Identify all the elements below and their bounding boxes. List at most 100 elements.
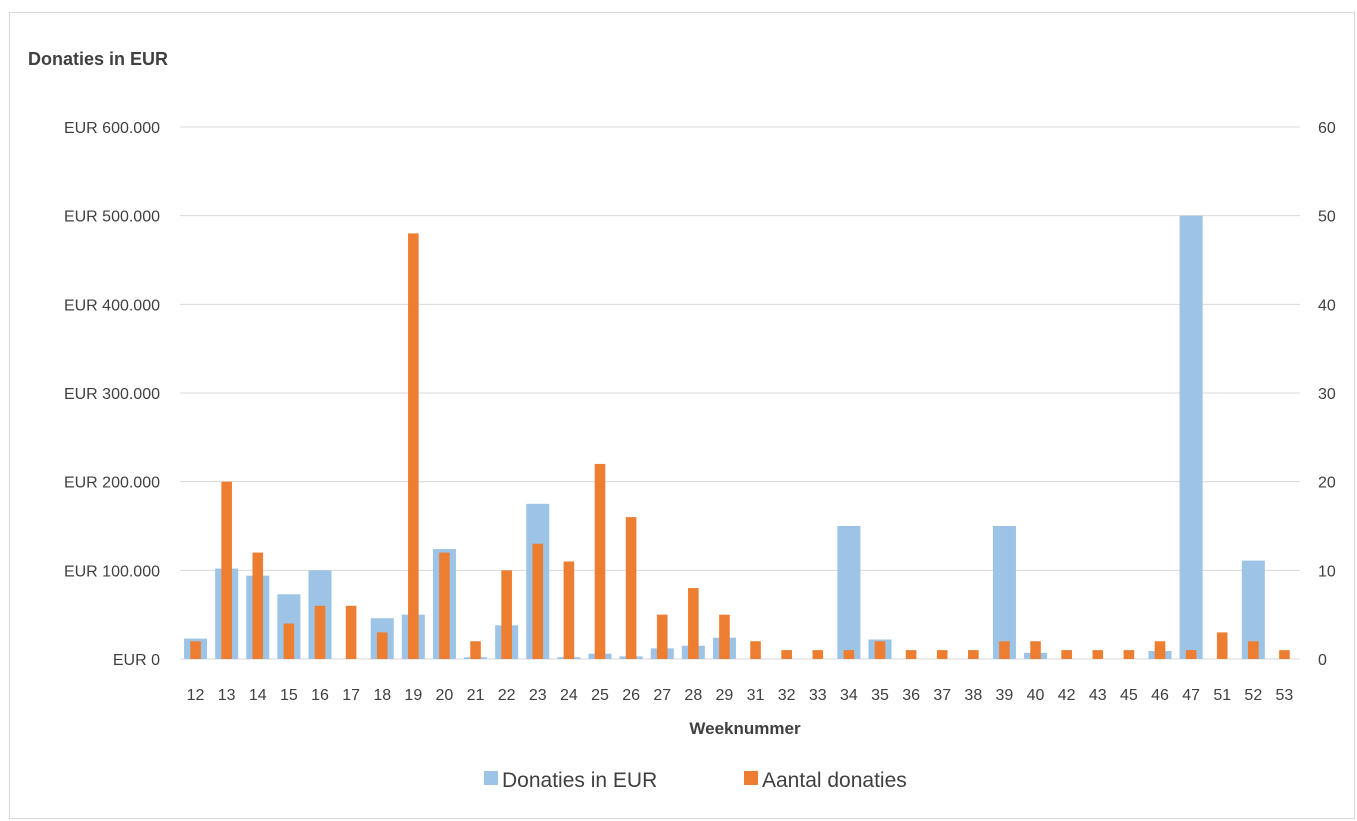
legend-item-aantal-donaties: Aantal donaties — [744, 769, 907, 792]
left-tick-label: EUR 0 — [113, 652, 160, 669]
bar-aantal-donaties — [563, 561, 575, 659]
bar-aantal-donaties — [936, 650, 948, 659]
bar-aantal-donaties — [190, 641, 201, 659]
x-tick-label: 21 — [467, 687, 485, 704]
x-tick-label: 12 — [187, 687, 205, 704]
gridlines — [180, 126, 1300, 660]
bar-aantal-donaties — [1248, 641, 1259, 659]
x-tick-label: 37 — [933, 687, 951, 704]
legend-label: Donaties in EUR — [502, 769, 657, 792]
legend-item-donaties-eur: Donaties in EUR — [484, 769, 657, 792]
x-tick-label: 29 — [716, 687, 734, 704]
bar-donaties-eur — [837, 526, 861, 659]
bar-aantal-donaties — [221, 481, 232, 659]
x-tick-label: 53 — [1276, 687, 1294, 704]
right-tick-label: 10 — [1318, 563, 1336, 580]
bar-aantal-donaties — [439, 552, 450, 659]
x-tick-label: 42 — [1058, 687, 1076, 704]
bar-aantal-donaties — [470, 641, 481, 659]
bar-aantal-donaties — [719, 614, 730, 659]
bar-aantal-donaties — [314, 605, 326, 659]
bars — [184, 215, 1290, 659]
x-tick-label: 32 — [778, 687, 796, 704]
x-tick-label: 36 — [902, 687, 920, 704]
bar-aantal-donaties — [532, 543, 544, 659]
bar-aantal-donaties — [1279, 650, 1290, 659]
x-tick-label: 34 — [840, 687, 858, 704]
x-tick-label: 25 — [591, 687, 609, 704]
right-tick-label: 20 — [1318, 475, 1336, 492]
x-tick-label: 40 — [1027, 687, 1045, 704]
bar-aantal-donaties — [625, 517, 637, 659]
x-tick-label: 22 — [498, 687, 516, 704]
x-tick-label: 27 — [653, 687, 671, 704]
x-tick-label: 20 — [436, 687, 454, 704]
x-tick-label: 45 — [1120, 687, 1138, 704]
x-tick-label: 43 — [1089, 687, 1107, 704]
left-axis-ticks: EUR 0 EUR 100.000 EUR 200.000 EUR 300.000 EU… — [64, 120, 160, 669]
left-tick-label: EUR 200.000 — [64, 475, 160, 492]
bar-donaties-eur — [1241, 560, 1265, 659]
x-tick-label: 46 — [1151, 687, 1169, 704]
bar-aantal-donaties — [1092, 650, 1104, 659]
bar-aantal-donaties — [874, 641, 886, 659]
bar-aantal-donaties — [843, 650, 855, 659]
x-tick-label: 18 — [373, 687, 391, 704]
right-tick-label: 60 — [1318, 120, 1336, 137]
x-tick-label: 35 — [871, 687, 889, 704]
x-tick-label: 28 — [684, 687, 702, 704]
x-tick-label: 39 — [996, 687, 1014, 704]
left-tick-label: EUR 500.000 — [64, 209, 160, 226]
x-tick-label: 52 — [1244, 687, 1262, 704]
right-tick-label: 0 — [1318, 652, 1327, 669]
x-tick-label: 15 — [280, 687, 298, 704]
bar-aantal-donaties — [501, 570, 512, 659]
bar-aantal-donaties — [905, 650, 917, 659]
left-tick-label: EUR 100.000 — [64, 563, 160, 580]
bar-aantal-donaties — [812, 650, 824, 659]
bar-aantal-donaties — [999, 641, 1010, 659]
x-axis-ticks: 12 13 14 15 16 17 18 19 20 21 22 23 24 25 26 27 28 29 31 32… — [187, 687, 1294, 704]
bar-aantal-donaties — [1061, 650, 1072, 659]
chart-title: Donaties in EUR — [28, 49, 168, 69]
x-tick-label: 17 — [342, 687, 360, 704]
left-tick-label: EUR 400.000 — [64, 297, 160, 314]
right-tick-label: 30 — [1318, 386, 1336, 403]
bar-aantal-donaties — [283, 623, 295, 659]
bar-aantal-donaties — [408, 233, 419, 659]
x-tick-label: 24 — [560, 687, 578, 704]
left-tick-label: EUR 300.000 — [64, 386, 160, 403]
bar-aantal-donaties — [656, 614, 668, 659]
bar-aantal-donaties — [1154, 641, 1166, 659]
bar-aantal-donaties — [1185, 650, 1197, 659]
bar-aantal-donaties — [345, 605, 357, 659]
left-tick-label: EUR 600.000 — [64, 120, 160, 137]
x-tick-label: 23 — [529, 687, 547, 704]
bar-donaties-eur — [992, 526, 1016, 659]
x-tick-label: 13 — [218, 687, 236, 704]
x-tick-label: 16 — [311, 687, 329, 704]
legend-swatch — [484, 771, 498, 785]
bar-aantal-donaties — [594, 463, 606, 659]
right-axis-ticks: 0 10 20 30 40 50 60 — [1318, 120, 1336, 669]
legend-swatch — [744, 771, 758, 785]
bar-aantal-donaties — [750, 641, 761, 659]
x-tick-label: 14 — [249, 687, 267, 704]
legend: Donaties in EUR Aantal donaties — [484, 769, 907, 792]
right-tick-label: 50 — [1318, 209, 1336, 226]
bar-aantal-donaties — [781, 650, 792, 659]
bar-aantal-donaties — [1030, 641, 1041, 659]
x-tick-label: 33 — [809, 687, 827, 704]
bar-aantal-donaties — [688, 588, 699, 659]
x-tick-label: 31 — [747, 687, 765, 704]
right-tick-label: 40 — [1318, 297, 1336, 314]
x-axis-title: Weeknummer — [689, 719, 801, 738]
bar-donaties-eur — [1179, 215, 1203, 659]
bar-aantal-donaties — [1123, 650, 1135, 659]
legend-label: Aantal donaties — [762, 769, 907, 792]
bar-aantal-donaties — [252, 552, 264, 659]
x-tick-label: 26 — [622, 687, 640, 704]
bar-aantal-donaties — [376, 632, 388, 659]
x-tick-label: 51 — [1213, 687, 1231, 704]
x-tick-label: 38 — [964, 687, 982, 704]
